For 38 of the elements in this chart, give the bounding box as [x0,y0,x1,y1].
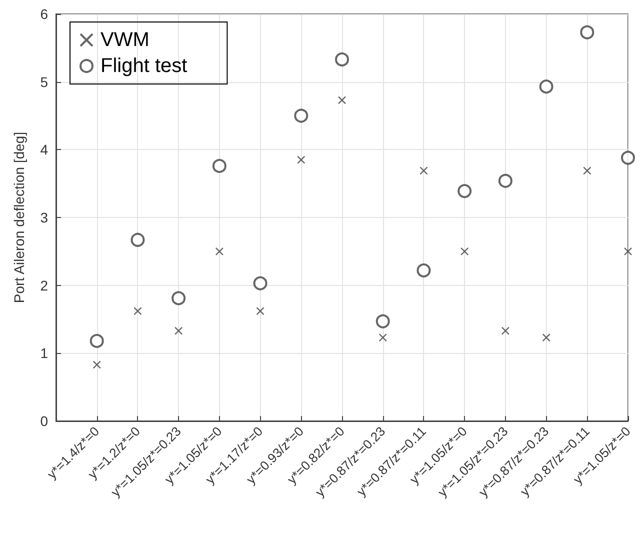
point [294,108,308,123]
point [172,291,186,306]
point [458,184,472,198]
point [378,333,387,342]
point [501,326,510,335]
y-tick-label: 2 [40,277,48,294]
point [539,80,554,94]
point [376,314,390,328]
legend-label: Flight test [100,55,188,77]
y-axis-title: Port Aileron deflection [deg] [11,132,27,304]
point [416,263,431,278]
point [498,174,512,188]
point [460,247,469,256]
point [621,150,635,165]
point [542,333,550,342]
legend-label: VWM [100,29,150,51]
point [130,232,145,247]
y-tick-label: 6 [40,6,48,22]
point [335,52,349,66]
point [92,360,101,369]
y-tick-label: 5 [40,74,48,90]
y-tick-label: 0 [40,413,48,429]
point [174,326,183,335]
y-tick-label: 3 [40,210,48,226]
point [420,166,428,175]
point [583,166,592,175]
y-tick-label: 1 [40,345,48,362]
point [134,307,142,316]
point [256,307,264,316]
point [338,96,346,104]
y-tick-label: 4 [40,142,48,158]
point [253,276,268,290]
point [215,247,224,256]
point [580,25,594,40]
point [212,158,226,173]
point [90,334,104,348]
point [297,156,306,164]
point [624,247,632,256]
